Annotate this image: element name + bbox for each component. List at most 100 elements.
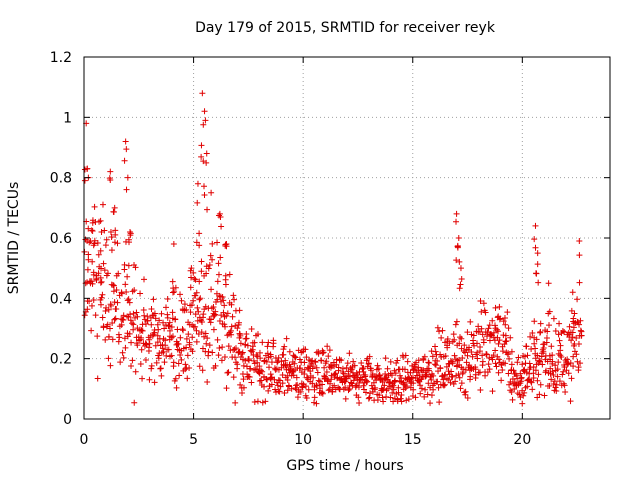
data-point [278, 358, 285, 365]
y-tick-label: 1 [63, 110, 72, 126]
data-point [456, 285, 463, 292]
data-point [427, 400, 434, 407]
data-point [196, 278, 203, 285]
data-point [228, 331, 235, 338]
data-point [178, 297, 185, 304]
data-point [148, 362, 155, 369]
data-point [274, 359, 281, 366]
data-point [253, 351, 260, 358]
data-point [484, 369, 491, 376]
data-point [88, 327, 95, 334]
data-point [201, 108, 208, 115]
data-point [216, 344, 223, 351]
data-point [94, 333, 101, 340]
data-point [452, 378, 459, 385]
data-point [455, 235, 462, 241]
data-point [98, 294, 105, 301]
data-point [237, 340, 244, 347]
data-point [188, 265, 195, 272]
data-point [537, 320, 544, 327]
data-point [108, 233, 115, 240]
data-point [173, 384, 180, 391]
data-point [266, 364, 273, 371]
data-point [462, 388, 469, 395]
data-point [264, 350, 271, 357]
data-point [384, 365, 391, 372]
data-point [211, 311, 218, 318]
data-point [374, 362, 381, 369]
data-point [176, 372, 183, 379]
data-point [506, 381, 513, 388]
data-point [222, 281, 229, 288]
data-point [113, 306, 120, 313]
data-point [154, 332, 161, 339]
data-point [198, 268, 205, 275]
data-point [221, 302, 228, 309]
data-point [324, 343, 331, 350]
data-point [417, 382, 424, 389]
data-point [457, 265, 464, 272]
data-point [244, 342, 251, 349]
data-point [187, 284, 194, 291]
data-point [421, 393, 428, 400]
data-point [508, 389, 515, 396]
data-point [365, 360, 372, 367]
data-point [110, 208, 117, 215]
data-point [459, 354, 466, 361]
data-point [520, 367, 527, 374]
data-point [217, 254, 224, 261]
data-point [494, 334, 501, 341]
data-point [208, 189, 215, 196]
data-point [550, 372, 557, 379]
data-point [534, 352, 541, 359]
data-point [553, 388, 560, 395]
data-point [161, 359, 168, 366]
data-point [435, 384, 442, 391]
data-point [293, 374, 300, 381]
data-point [439, 327, 446, 334]
data-point [160, 348, 167, 355]
data-point [228, 323, 235, 330]
data-point [421, 353, 428, 360]
data-point [296, 356, 303, 363]
data-point [101, 227, 108, 234]
data-point [346, 386, 353, 393]
data-point [206, 261, 213, 268]
data-point [437, 351, 444, 358]
data-point [165, 346, 172, 353]
data-point [561, 329, 568, 336]
data-point [534, 261, 541, 268]
data-point [541, 392, 548, 399]
data-point [151, 379, 158, 386]
data-point [279, 380, 286, 387]
data-point [509, 396, 516, 403]
data-point [475, 323, 482, 330]
data-point [534, 377, 541, 384]
data-point [99, 201, 106, 208]
data-point [90, 271, 97, 278]
data-point [132, 264, 139, 271]
data-point [527, 333, 534, 340]
data-point [489, 356, 496, 363]
data-point [243, 330, 250, 337]
data-point [189, 334, 196, 341]
data-point [560, 368, 567, 375]
data-point [131, 399, 138, 406]
data-point [425, 359, 432, 366]
data-point [200, 183, 207, 190]
data-point [174, 326, 181, 333]
data-point [341, 378, 348, 385]
data-point [126, 239, 133, 246]
data-point [542, 369, 549, 376]
data-point [169, 309, 176, 316]
data-point [205, 265, 212, 272]
data-point [523, 343, 530, 350]
data-point [492, 322, 499, 329]
data-point [163, 352, 170, 359]
data-point [177, 352, 184, 359]
data-point [254, 331, 261, 338]
data-point [249, 343, 256, 350]
data-point [204, 335, 211, 342]
data-point [309, 357, 316, 364]
